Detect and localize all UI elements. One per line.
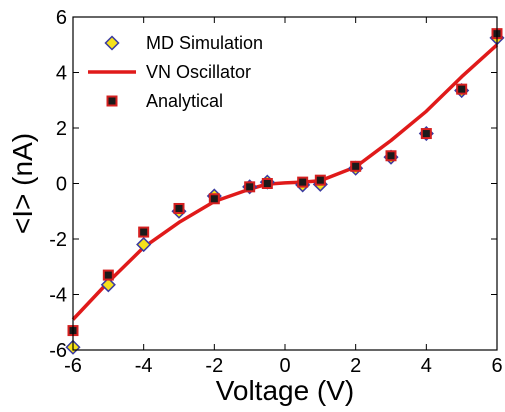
analytical-point xyxy=(208,193,220,205)
y-tick-label: 4 xyxy=(56,63,67,85)
legend: MD Simulation VN Oscillator Analytical xyxy=(88,33,263,111)
legend-diamond-swatch xyxy=(104,35,120,51)
x-tick-label: 2 xyxy=(350,355,361,377)
analytical-point xyxy=(244,181,256,193)
legend-label: VN Oscillator xyxy=(146,62,251,82)
analytical-point xyxy=(350,160,362,172)
analytical-point xyxy=(420,128,432,140)
y-tick-label: -2 xyxy=(49,229,67,251)
analytical-point xyxy=(261,178,273,189)
analytical-point xyxy=(385,150,397,162)
y-axis-title: <I> (nA) xyxy=(7,133,38,234)
analytical-point xyxy=(138,226,150,238)
legend-item: VN Oscillator xyxy=(88,62,251,82)
y-tick-label: -4 xyxy=(49,285,67,307)
x-tick-label: 0 xyxy=(279,355,290,377)
analytical-point xyxy=(314,174,326,186)
analytical-point xyxy=(297,176,309,188)
legend-item: MD Simulation xyxy=(104,33,263,53)
x-tick-label: -4 xyxy=(135,355,153,377)
legend-square-swatch xyxy=(106,95,118,107)
md-simulation-point xyxy=(100,277,116,293)
y-tick-label: 6 xyxy=(56,7,67,29)
analytical-point xyxy=(173,202,185,214)
legend-label: MD Simulation xyxy=(146,33,263,53)
y-tick-label: -6 xyxy=(49,340,67,362)
series-line-vn-oscillator xyxy=(71,43,499,321)
x-tick-label: -2 xyxy=(205,355,223,377)
analytical-point xyxy=(456,83,468,95)
axis-layer: -6 -4 -2 0 2 4 6 -6 -4 -2 0 2 4 6 xyxy=(49,7,502,377)
md-simulation-point xyxy=(136,236,152,253)
x-tick-label: -6 xyxy=(64,355,82,377)
y-tick-label: 0 xyxy=(56,174,67,196)
x-tick-label: 4 xyxy=(421,355,432,377)
x-axis-title: Voltage (V) xyxy=(216,375,355,406)
x-tick-label: 6 xyxy=(491,355,502,377)
analytical-point xyxy=(102,269,114,281)
legend-item: Analytical xyxy=(106,91,223,111)
legend-label: Analytical xyxy=(146,91,223,111)
y-tick-label: 2 xyxy=(56,118,67,140)
